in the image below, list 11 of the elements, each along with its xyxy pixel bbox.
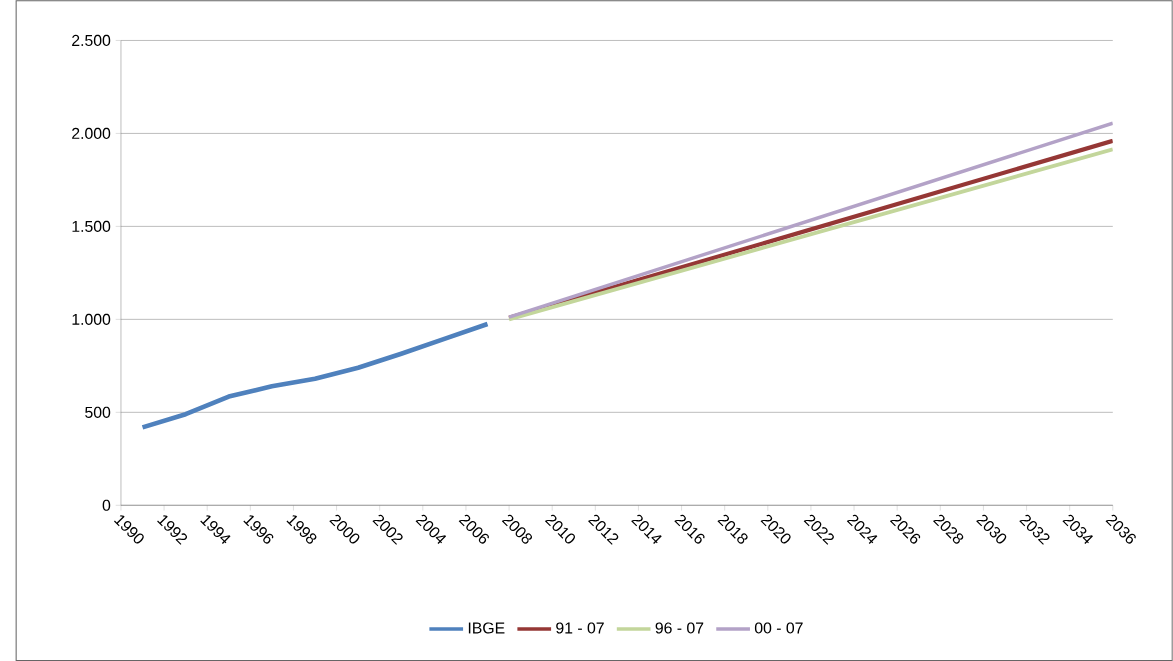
y-tick-label: 2.000 [72,127,111,139]
legend-label: IBGE [468,622,505,634]
y-tick-label: 500 [85,406,111,418]
y-tick-label: 0 [102,499,111,511]
legend-label: 96 - 07 [655,622,704,634]
y-tick-label: 1.000 [72,313,111,325]
y-tick-label: 2.500 [72,34,111,46]
line-series [140,321,490,430]
y-tick-label: 1.500 [72,220,111,232]
legend-label: 00 - 07 [754,622,803,634]
legend-label: 91 - 07 [556,622,604,634]
